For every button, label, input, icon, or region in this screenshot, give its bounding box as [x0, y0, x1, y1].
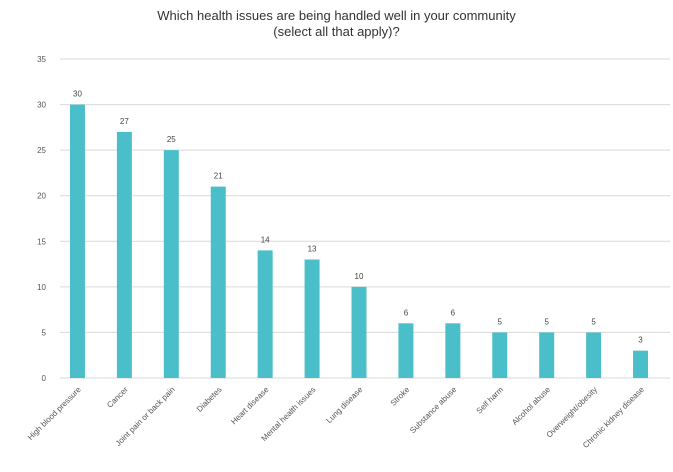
bar [633, 350, 649, 378]
x-tick-label: High blood pressure [26, 385, 83, 442]
y-tick-label: 30 [37, 101, 46, 110]
bar-value-label: 6 [451, 308, 456, 317]
bar [210, 186, 226, 378]
x-tick-label: Cancer [105, 385, 130, 410]
bar [69, 104, 85, 379]
y-tick-label: 10 [37, 283, 46, 292]
bar-value-label: 5 [544, 317, 549, 326]
chart-title-line-1: Which health issues are being handled we… [157, 8, 516, 23]
bar [398, 323, 414, 378]
bar [586, 332, 602, 378]
bar-value-label: 5 [498, 317, 503, 326]
x-tick-label: Mental health issues [260, 385, 318, 443]
bar-value-label: 6 [404, 308, 409, 317]
y-tick-label: 15 [37, 237, 46, 246]
bar-value-label: 10 [355, 272, 364, 281]
y-tick-label: 25 [37, 146, 46, 155]
bar-value-label: 14 [261, 235, 270, 244]
bar [257, 250, 273, 378]
x-tick-label: Lung disease [324, 385, 364, 425]
x-tick-label: Alcohol abuse [510, 385, 552, 427]
bar-value-label: 25 [167, 135, 176, 144]
bar-value-label: 3 [638, 336, 643, 345]
x-tick-label: Heart disease [229, 385, 271, 427]
chart-title: Which health issues are being handled we… [0, 8, 673, 40]
y-tick-label: 5 [42, 328, 47, 337]
bar-value-label: 30 [73, 90, 82, 99]
bar-value-label: 13 [308, 245, 317, 254]
bar [304, 259, 320, 378]
x-tick-label: Stroke [389, 385, 412, 408]
bar [116, 131, 132, 378]
bar [492, 332, 508, 378]
bar [445, 323, 461, 378]
y-tick-label: 35 [37, 55, 46, 64]
y-tick-label: 0 [42, 374, 47, 383]
bar-value-label: 27 [120, 117, 129, 126]
bar [539, 332, 555, 378]
x-tick-label: Diabetes [195, 385, 224, 414]
chart-title-line-2: (select all that apply)? [273, 24, 400, 39]
bar [163, 150, 179, 378]
x-tick-label: Overweight/obesity [545, 385, 599, 439]
x-tick-label: Self harm [475, 385, 506, 416]
bar-value-label: 5 [591, 317, 596, 326]
y-tick-label: 20 [37, 192, 46, 201]
bar [351, 286, 367, 378]
x-tick-label: Substance abuse [408, 385, 458, 435]
bar-value-label: 21 [214, 172, 223, 181]
